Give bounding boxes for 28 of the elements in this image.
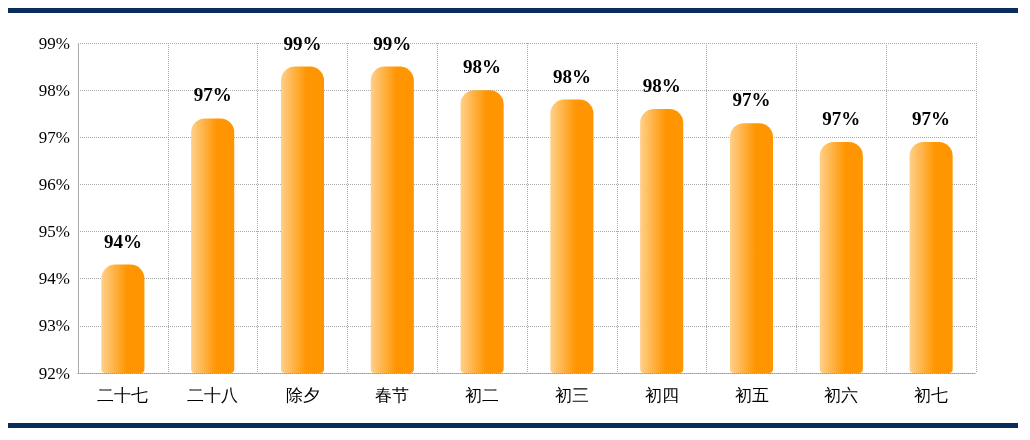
x-tick-label: 初三 [554,386,589,405]
y-tick-label: 99% [38,33,70,53]
x-tick-label: 春节 [375,386,410,405]
data-label: 97% [193,84,232,106]
y-tick-label: 94% [38,269,70,289]
data-label: 98% [552,65,591,87]
data-label: 98% [463,56,502,78]
y-tick-label: 98% [38,80,70,100]
data-label: 97% [912,108,951,129]
data-label: 94% [103,230,142,252]
y-tick-label: 93% [38,316,70,336]
x-tick-label: 初四 [644,386,679,405]
data-label: 99% [373,32,412,54]
x-tick-label: 初六 [824,386,859,405]
data-label: 98% [642,75,681,96]
x-tick-label: 初五 [734,386,769,405]
data-label: 97% [822,108,861,129]
x-tick-label: 二十八 [187,386,239,405]
x-tick-label: 除夕 [285,386,320,405]
data-label: 97% [732,89,771,111]
y-tick-label: 95% [38,222,70,242]
y-tick-label: 97% [38,127,70,147]
x-tick-label: 二十七 [97,386,149,405]
y-tick-label: 96% [38,174,70,194]
y-tick-label: 92% [38,363,70,383]
x-tick-label: 初七 [914,386,949,405]
data-label: 99% [283,32,322,54]
x-tick-label: 初二 [465,386,500,405]
